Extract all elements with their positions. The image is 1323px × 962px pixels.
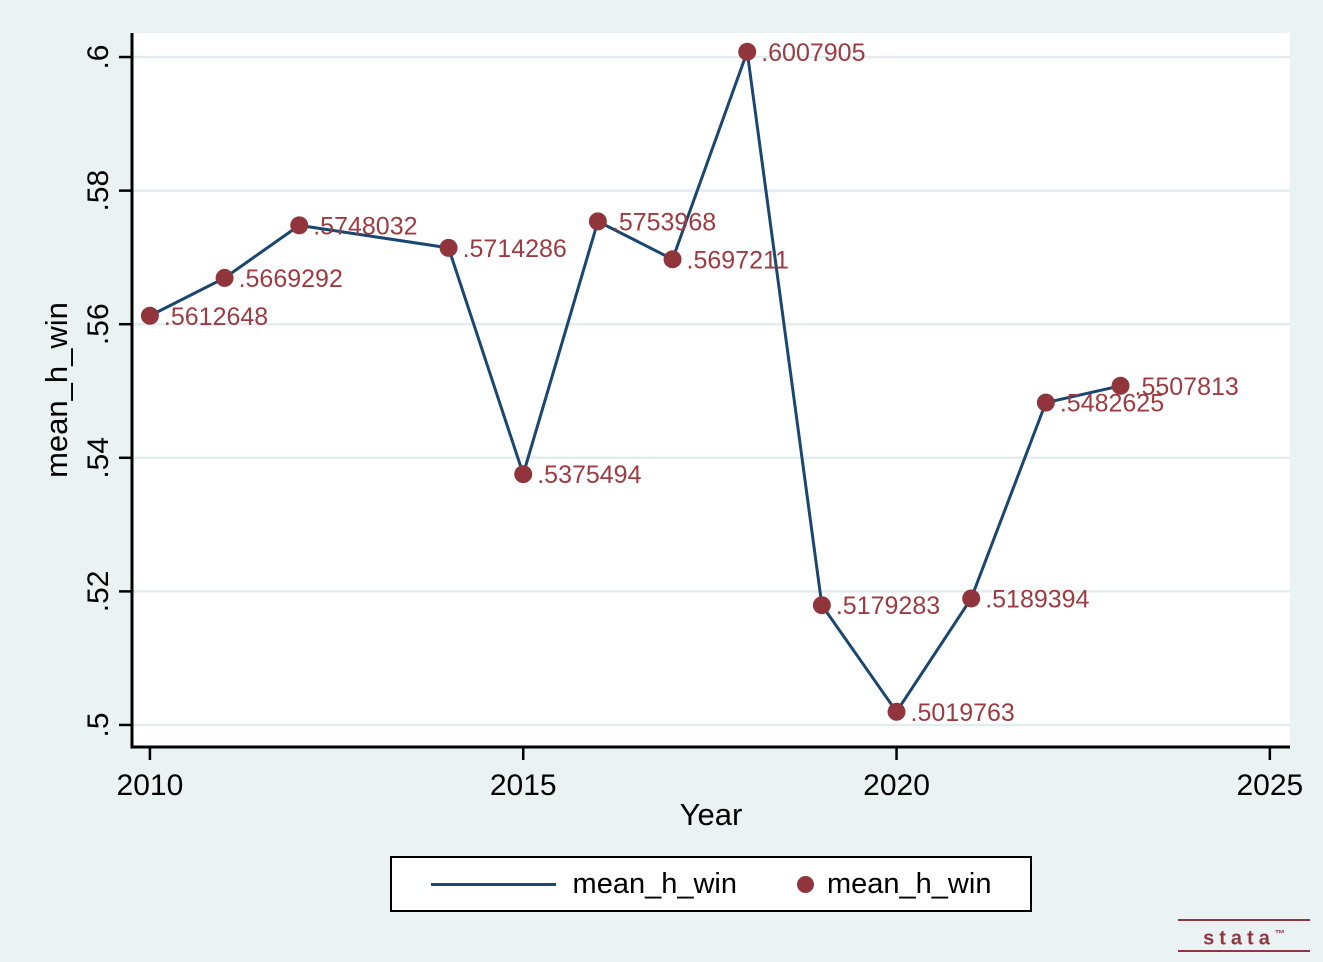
data-point-marker [514, 465, 533, 484]
data-point-marker [1036, 393, 1055, 412]
y-tick-label: .54 [82, 437, 115, 479]
legend-label-marker: mean_h_win [827, 867, 992, 900]
legend-line-sample-icon [430, 882, 556, 886]
stata-logo-text: stata [1203, 927, 1275, 950]
x-tick-label: 2025 [1236, 769, 1303, 802]
data-point-label: .5375494 [537, 461, 641, 489]
data-point-marker [663, 250, 682, 269]
data-point-label: .5019763 [911, 699, 1015, 727]
legend: mean_h_win mean_h_win [390, 856, 1032, 912]
data-point-marker [140, 306, 159, 325]
data-point-marker [215, 268, 234, 287]
data-point-label: .5697211 [687, 246, 789, 274]
data-point-marker [1111, 376, 1130, 395]
data-point-label: .5748032 [313, 212, 417, 240]
data-point-marker [887, 702, 906, 721]
y-axis-title: mean_h_win [39, 302, 74, 478]
x-tick-label: 2010 [117, 769, 184, 802]
data-point-marker [962, 589, 981, 608]
data-point-label: .6007905 [761, 39, 865, 67]
data-point-label: .5669292 [239, 265, 343, 293]
legend-label-line: mean_h_win [572, 867, 737, 900]
data-point-label: .5189394 [985, 585, 1089, 613]
data-point-label: .5482625 [1060, 390, 1164, 418]
x-axis-title: Year [679, 797, 743, 832]
legend-marker-sample-icon [797, 875, 814, 893]
data-point-label: .5179283 [836, 592, 940, 620]
data-point-label: .5612648 [164, 303, 268, 331]
stata-logo: stata™ [1178, 919, 1310, 952]
data-point-label: .5753968 [612, 208, 716, 236]
data-point-label: .5714286 [463, 235, 567, 263]
data-point-label: .5507813 [1135, 373, 1239, 401]
y-tick-label: .6 [82, 45, 115, 70]
data-point-marker [812, 596, 831, 615]
y-tick-label: .56 [82, 303, 115, 345]
data-point-marker [738, 42, 757, 61]
data-point-marker [439, 238, 458, 257]
x-tick-label: 2020 [863, 769, 930, 802]
data-point-marker [588, 212, 607, 231]
y-tick-label: .58 [82, 170, 115, 212]
stata-logo-tm: ™ [1274, 929, 1285, 940]
x-tick-label: 2015 [490, 769, 557, 802]
y-tick-label: .5 [82, 712, 115, 737]
y-tick-label: .52 [82, 571, 115, 613]
data-point-marker [290, 216, 309, 235]
